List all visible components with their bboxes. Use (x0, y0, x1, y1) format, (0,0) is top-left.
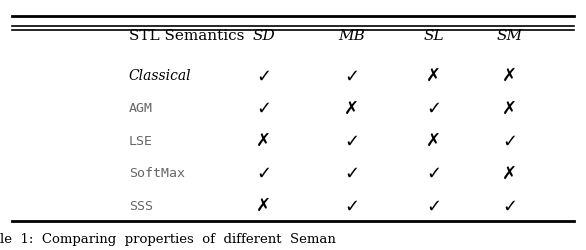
Text: ✗: ✗ (502, 67, 517, 85)
Text: ✓: ✓ (502, 132, 517, 150)
Text: ✗: ✗ (426, 132, 441, 150)
Text: ✗: ✗ (344, 100, 359, 118)
Text: ✓: ✓ (426, 100, 441, 118)
Text: MB: MB (338, 29, 365, 43)
Text: ✓: ✓ (426, 165, 441, 183)
Text: ✓: ✓ (256, 100, 271, 118)
Text: STL Semantics: STL Semantics (129, 29, 244, 43)
Text: ✗: ✗ (426, 67, 441, 85)
Text: ✓: ✓ (502, 197, 517, 215)
Text: ✗: ✗ (256, 132, 271, 150)
Text: SM: SM (497, 29, 523, 43)
Text: SD: SD (253, 29, 275, 43)
Text: LSE: LSE (129, 135, 153, 148)
Text: ✓: ✓ (426, 197, 441, 215)
Text: ✓: ✓ (256, 165, 271, 183)
Text: SoftMax: SoftMax (129, 167, 185, 180)
Text: ✗: ✗ (256, 197, 271, 215)
Text: ✓: ✓ (344, 67, 359, 85)
Text: AGM: AGM (129, 102, 153, 115)
Text: ✗: ✗ (502, 165, 517, 183)
Text: ✓: ✓ (344, 132, 359, 150)
Text: SL: SL (423, 29, 444, 43)
Text: ✓: ✓ (344, 165, 359, 183)
Text: ✓: ✓ (344, 197, 359, 215)
Text: le  1:  Comparing  properties  of  different  Seman: le 1: Comparing properties of different … (0, 234, 336, 246)
Text: SSS: SSS (129, 200, 153, 213)
Text: ✗: ✗ (502, 100, 517, 118)
Text: ✓: ✓ (256, 67, 271, 85)
Text: Classical: Classical (129, 69, 192, 83)
